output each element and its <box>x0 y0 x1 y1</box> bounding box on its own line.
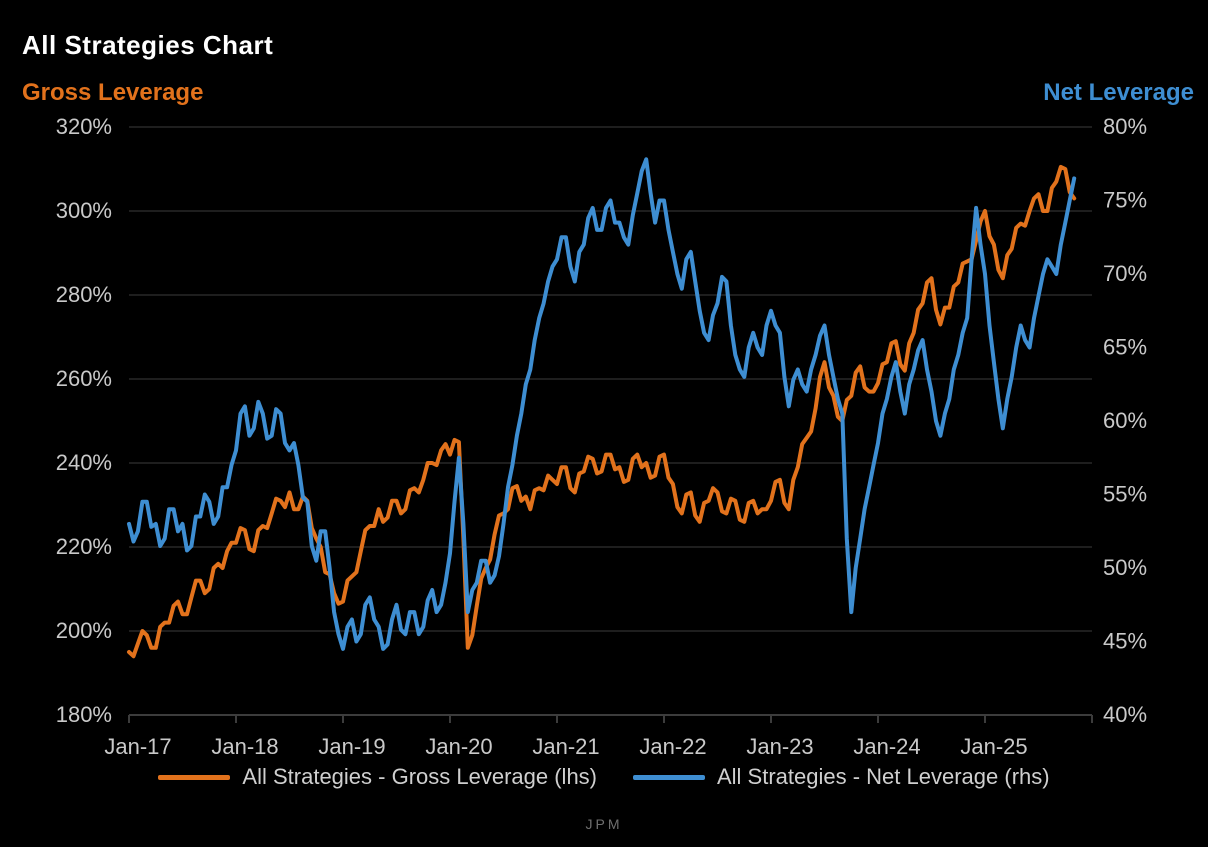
x-tick-label: Jan-25 <box>960 734 1027 759</box>
chart-title: All Strategies Chart <box>22 30 274 60</box>
right-tick-label: 55% <box>1103 482 1147 507</box>
x-tick-label: Jan-22 <box>639 734 706 759</box>
gross-leverage-line <box>127 164 1077 659</box>
left-tick-label: 240% <box>56 450 112 475</box>
left-tick-label: 320% <box>56 114 112 139</box>
watermark: JPM <box>585 816 623 832</box>
legend-item-gross: All Strategies - Gross Leverage (lhs) <box>158 764 597 790</box>
net-leverage-line <box>127 157 1077 651</box>
x-tick-label: Jan-17 <box>104 734 171 759</box>
right-tick-label: 40% <box>1103 702 1147 727</box>
legend-item-net: All Strategies - Net Leverage (rhs) <box>633 764 1050 790</box>
legend-label-gross: All Strategies - Gross Leverage (lhs) <box>242 764 597 789</box>
chart-legend: All Strategies - Gross Leverage (lhs) Al… <box>0 764 1208 790</box>
left-axis-title: Gross Leverage <box>22 79 204 106</box>
right-tick-label: 75% <box>1103 188 1147 213</box>
right-axis-title: Net Leverage <box>1043 79 1194 106</box>
right-tick-label: 70% <box>1103 261 1147 286</box>
right-tick-label: 50% <box>1103 555 1147 580</box>
x-tick-label: Jan-23 <box>746 734 813 759</box>
left-tick-label: 200% <box>56 618 112 643</box>
gross-line-swatch <box>158 774 231 780</box>
left-tick-label: 300% <box>56 198 112 223</box>
right-tick-label: 80% <box>1103 114 1147 139</box>
x-tick-label: Jan-21 <box>532 734 599 759</box>
x-tick-label: Jan-19 <box>318 734 385 759</box>
right-tick-label: 60% <box>1103 408 1147 433</box>
x-tick-label: Jan-18 <box>211 734 278 759</box>
right-tick-label: 65% <box>1103 335 1147 360</box>
x-tick-label: Jan-24 <box>853 734 920 759</box>
x-tick-label: Jan-20 <box>425 734 492 759</box>
left-tick-label: 260% <box>56 366 112 391</box>
right-tick-label: 45% <box>1103 629 1147 654</box>
net-line-swatch <box>633 774 705 780</box>
left-tick-label: 280% <box>56 282 112 307</box>
left-tick-label: 180% <box>56 702 112 727</box>
legend-label-net: All Strategies - Net Leverage (rhs) <box>717 764 1050 789</box>
left-tick-label: 220% <box>56 534 112 559</box>
